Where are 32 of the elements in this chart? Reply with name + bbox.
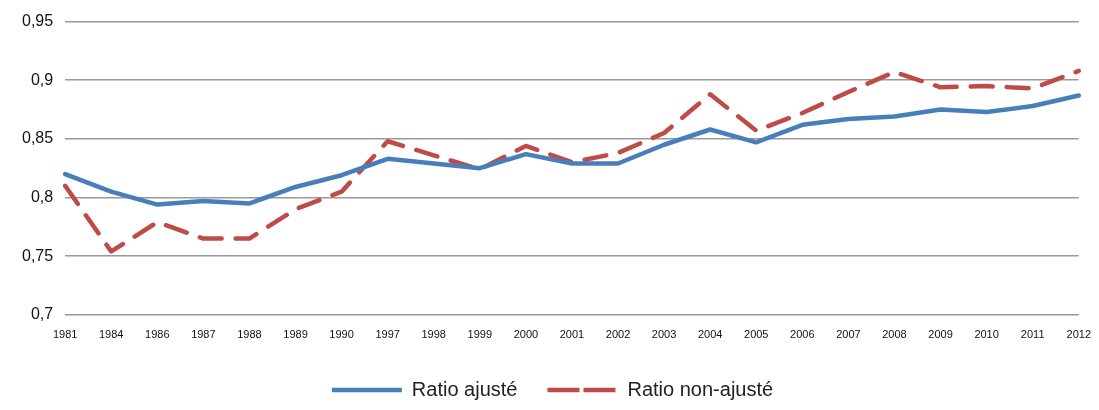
x-tick-label: 2004 [697,328,723,341]
x-tick-label: 1981 [52,328,78,341]
x-tick-label: 2012 [1066,328,1092,341]
x-tick-label: 1998 [421,328,446,341]
x-tick-label: 2001 [559,328,585,341]
x-tick-label: 2005 [744,328,769,341]
x-tick-label: 2009 [928,328,953,341]
y-tick-label: 0,75 [22,246,54,264]
x-tick-label: 1989 [283,328,308,341]
x-tick-label: 2000 [513,328,539,341]
x-tick-label: 2003 [651,328,677,341]
x-tick-label: 1986 [145,328,170,341]
x-tick-label: 1997 [375,328,400,341]
x-tick-label: 2002 [605,328,631,341]
x-tick-label: 1984 [98,328,124,341]
x-tick-label: 1990 [329,328,354,341]
legend-label: Ratio ajusté [411,377,518,400]
x-tick-label: 2008 [882,328,907,341]
y-tick-label: 0,9 [30,70,54,88]
y-tick-label: 0,85 [22,129,54,147]
y-tick-label: 0,7 [30,305,54,323]
y-tick-label: 0,95 [22,12,54,30]
y-tick-label: 0,8 [30,187,54,205]
x-tick-label: 2011 [1020,328,1045,341]
x-tick-label: 1999 [467,328,493,341]
line-series [62,68,1082,254]
x-tick-label: 2006 [790,328,815,341]
x-tick-label: 2007 [836,328,861,341]
x-tick-label: 2010 [974,328,999,341]
legend-label: Ratio non-ajusté [627,377,774,400]
x-tick-label: 1988 [237,328,262,341]
x-tick-label: 1987 [191,328,216,341]
